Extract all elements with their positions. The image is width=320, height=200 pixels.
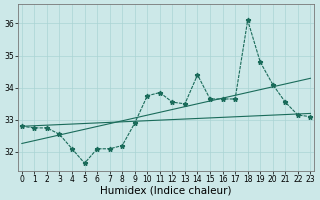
X-axis label: Humidex (Indice chaleur): Humidex (Indice chaleur) <box>100 186 232 196</box>
